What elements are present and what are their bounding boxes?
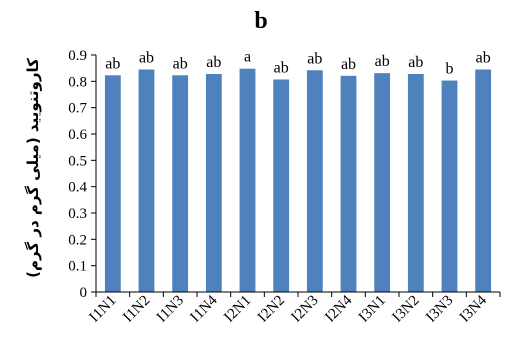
x-tick-label: I2N4 [322,292,355,325]
y-axis-label: کاروتنویید (میلی گرم در گرم) [24,58,42,278]
x-tick-label: I3N4 [457,292,490,325]
bar [475,69,492,292]
chart-title: b [254,8,267,34]
x-tick-label: I1N2 [120,293,153,326]
bar [138,69,155,292]
bar [205,73,222,293]
bar [340,75,357,292]
y-tick-label: 0.2 [68,232,87,248]
bar [239,68,256,293]
y-tick-label: 0.5 [68,153,87,169]
bar [306,70,323,292]
x-axis: I1N1 I1N2 I1N3 I1N4 I2N1 I2N2 I2N3 I2N4 I3N1 I3N2… [87,291,501,326]
y-tick-label: 0.7 [68,101,87,117]
y-tick-label: 0.9 [68,48,87,64]
bar [273,79,290,293]
y-axis: 0 0.1 0.2 0.3 0.4 0.5 0.6 0.7 0.8 0.9 [68,48,97,301]
significance-label: ab [173,55,188,72]
bar [104,75,121,292]
x-tick-label: I1N1 [87,293,120,326]
significance-label: ab [139,49,154,66]
significance-label: ab [105,55,120,72]
significance-label: ab [375,53,390,70]
x-tick-label: I2N3 [289,293,322,326]
significance-label: ab [274,59,289,76]
x-tick-label: I2N2 [255,293,288,326]
bar [172,75,189,292]
x-tick-label: I1N3 [154,293,187,326]
bar [441,80,458,292]
x-tick-label: I3N2 [390,293,423,326]
significance-label: a [244,49,251,66]
y-tick-label: 0 [80,285,88,301]
x-tick-label: I3N1 [356,293,389,326]
significance-labels: ab ab ab ab a ab ab ab ab ab b ab [105,49,490,78]
y-tick-label: 0.3 [68,206,87,222]
y-tick-label: 0.1 [68,259,87,275]
significance-label: ab [408,54,423,71]
y-tick-label: 0.6 [68,127,87,143]
bar [407,73,424,293]
bar-series [104,68,492,293]
significance-label: ab [476,49,491,66]
significance-label: b [446,61,454,78]
x-tick-label: I2N1 [221,293,254,326]
x-tick-label: I1N4 [188,292,221,325]
significance-label: ab [206,54,221,71]
significance-label: ab [341,56,356,73]
y-tick-label: 0.8 [68,74,87,90]
y-tick-label: 0.4 [68,180,87,196]
bar [374,73,391,292]
x-tick-label: I3N3 [423,293,456,326]
significance-label: ab [307,50,322,67]
